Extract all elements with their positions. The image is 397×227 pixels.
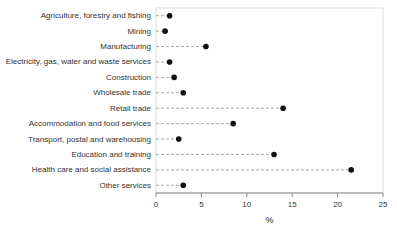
x-tick [246,193,247,197]
category-label: Accommodation and food services [29,119,151,128]
x-tick-label: 20 [333,200,342,209]
category-label: Electricity, gas, water and waste servic… [6,57,151,66]
category-label: Construction [106,73,151,82]
category-label: Manufacturing [100,42,151,51]
category-label: Transport, postal and warehousing [28,135,151,144]
dot [230,121,236,127]
x-tick [201,193,202,197]
dot [171,75,177,81]
stem-line [156,123,233,124]
dot [348,167,354,173]
dot [162,28,168,34]
category-label: Wholesale trade [93,88,151,97]
stem-line [156,139,179,140]
x-tick [292,193,293,197]
x-tick-label: 10 [242,200,251,209]
dot [167,13,173,19]
x-tick-label: 0 [154,200,159,209]
stem-line [156,169,351,170]
plot-frame [156,8,383,193]
category-label: Agriculture, forestry and fishing [41,11,151,20]
category-label: Education and training [71,150,151,159]
dot [271,152,277,158]
x-axis-line [156,193,383,194]
stem-line [156,46,206,47]
category-label: Health care and social assistance [32,165,152,174]
x-tick-label: 15 [288,200,297,209]
x-tick [383,193,384,197]
category-label: Mining [127,27,151,36]
x-tick [156,193,157,197]
x-tick [337,193,338,197]
y-labels: Agriculture, forestry and fishing Mining M… [6,11,152,190]
dot [280,105,286,111]
x-ticks: 0 5 10 15 20 25 [154,193,388,209]
category-label: Retail trade [110,104,151,113]
stem-line [156,154,274,155]
stem-line [156,108,283,109]
dot [203,44,209,50]
x-tick-label: 25 [379,200,388,209]
category-label: Other services [99,181,151,190]
dot [167,59,173,65]
dot [180,182,186,188]
stem-line [156,92,183,93]
stem-line [156,185,183,186]
chart: Agriculture, forestry and fishing Mining M… [0,0,397,227]
dot [180,90,186,96]
marks [156,13,354,188]
x-axis-label: % [265,215,273,225]
dot [176,136,182,142]
x-tick-label: 5 [199,200,204,209]
